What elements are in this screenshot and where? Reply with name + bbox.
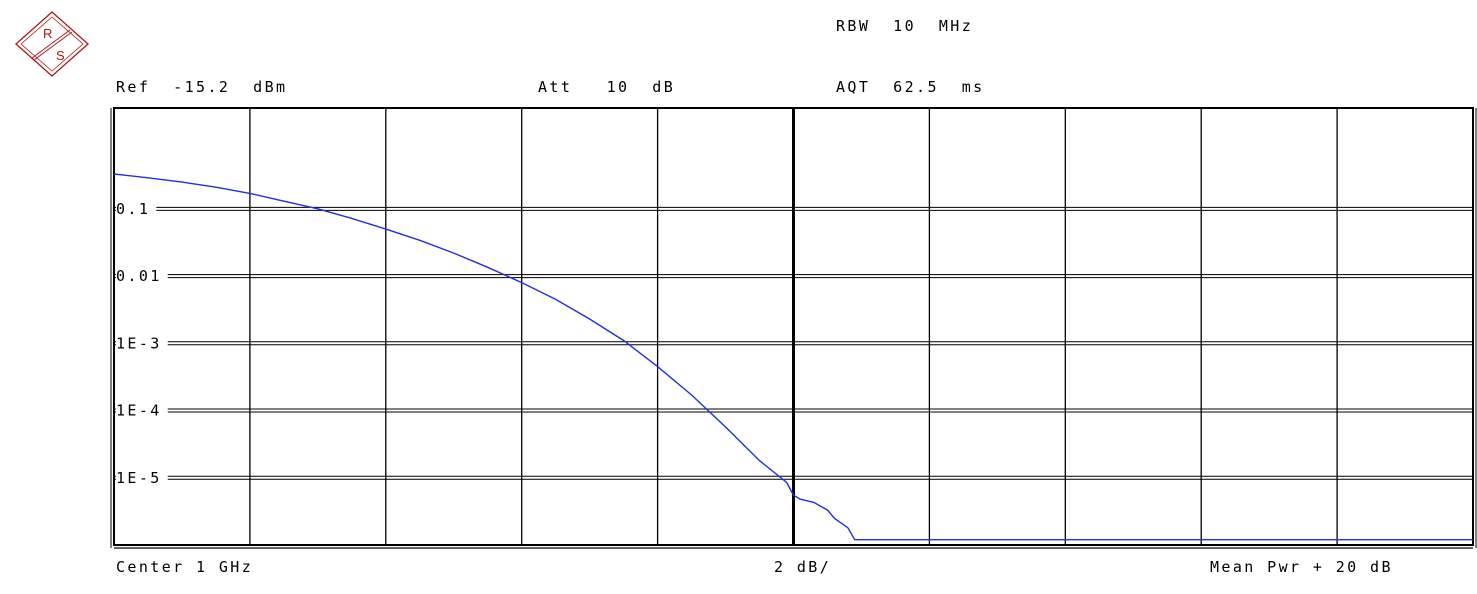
trace-layer xyxy=(113,173,1474,541)
y-tick-label: 1E-4 xyxy=(116,402,162,420)
acquisition-time-readout: AQT 62.5 ms xyxy=(836,78,985,96)
y-tick-label: 0.01 xyxy=(116,267,162,285)
logo-letter-r: R xyxy=(43,26,52,41)
y-tick-label-bg xyxy=(116,400,168,419)
scale-readout: 2 dB/ xyxy=(774,558,832,576)
y-tick-label: 1E-3 xyxy=(116,334,162,352)
attenuation-readout: Att 10 dB xyxy=(538,78,676,96)
plot-grid xyxy=(110,107,1477,549)
y-tick-labels: 0.1 0.01 1E-3 1E-4 1E-5 xyxy=(116,198,168,487)
y-tick-label-bg xyxy=(116,467,168,486)
y-tick-label: 0.1 xyxy=(116,200,150,218)
y-tick-label-bg xyxy=(116,333,168,352)
ccdf-trace xyxy=(113,173,1473,541)
y-tick-label: 1E-5 xyxy=(116,469,162,487)
center-frequency-readout: Center 1 GHz xyxy=(116,558,254,576)
y-tick-label-bg xyxy=(116,198,157,217)
rbw-readout: RBW 10 MHz xyxy=(836,17,974,35)
logo-letter-s: S xyxy=(56,48,65,63)
ref-level-readout: Ref -15.2 dBm xyxy=(116,78,288,96)
y-tick-label-bg xyxy=(116,266,168,285)
mean-power-readout: Mean Pwr + 20 dB xyxy=(1210,558,1393,576)
rohde-schwarz-logo: R S xyxy=(15,11,89,77)
